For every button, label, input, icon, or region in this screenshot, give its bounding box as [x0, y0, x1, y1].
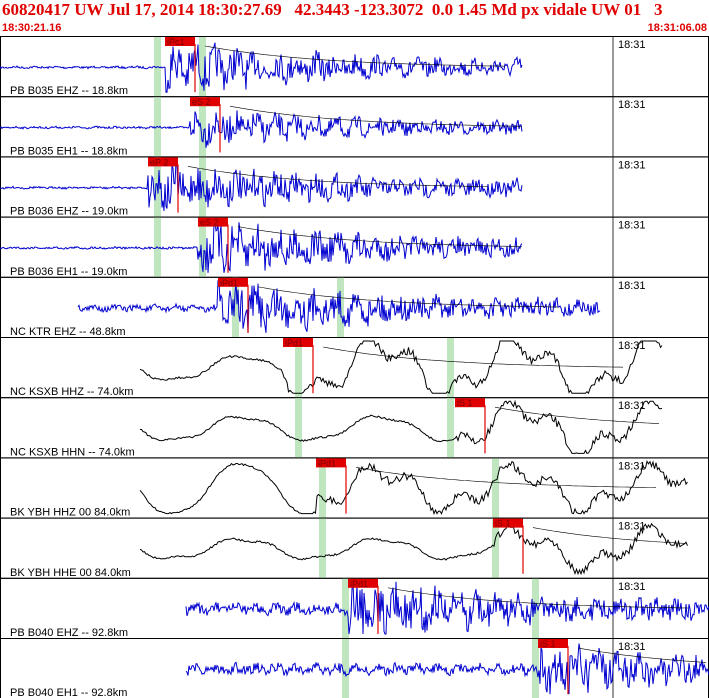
station-label: PB B040 EHZ -- 92.8km [10, 627, 128, 639]
phase-window [319, 518, 326, 578]
coda-curve [494, 406, 660, 424]
coda-curve [187, 166, 489, 187]
phase-window [492, 458, 499, 518]
phase-window [447, 398, 454, 458]
pick-flag[interactable] [316, 458, 346, 468]
time-label: 18:31 [618, 400, 646, 412]
waveform [0, 160, 523, 211]
waveform [185, 643, 709, 695]
station-label: PB B035 EH1 -- 18.8km [10, 145, 127, 157]
pick-label: iPd1 [220, 278, 238, 288]
pick-flag[interactable] [283, 338, 313, 347]
pick-flag[interactable] [165, 37, 195, 46]
trace-panel[interactable]: iPd1 NC KTR EHZ -- 48.8km 18:31 [0, 276, 709, 339]
coda-curve [229, 105, 523, 127]
pick-flag[interactable] [148, 157, 178, 167]
phase-window [199, 97, 206, 157]
waveform [185, 581, 709, 635]
trace-panel[interactable]: iS 1 NC KSXB HHN -- 74.0km 18:31 [0, 397, 709, 459]
trace-panel[interactable]: iS 1 BK YBH HHE 00 84.0km 18:31 [0, 517, 709, 579]
phase-window [447, 338, 454, 398]
phase-window [199, 157, 206, 217]
pick-label: eP 2 [150, 157, 168, 167]
start-time: 18:30:21.16 [2, 22, 62, 34]
trace-panel[interactable]: iPc1 PB B035 EHZ -- 18.8km 18:31 [0, 36, 709, 98]
trace-panel[interactable]: iS 1 PB B040 EH1 -- 92.8km 18:31 [0, 638, 709, 698]
station-label: PB B040 EH1 -- 92.8km [10, 687, 127, 698]
event-title: 60820417 UW Jul 17, 2014 18:30:27.69 42.… [2, 0, 663, 19]
coda-curve [237, 226, 522, 247]
pick-label: iPc1 [167, 37, 185, 47]
phase-window [492, 518, 499, 578]
phase-window [319, 458, 326, 518]
pick-label: iS 1 [457, 398, 473, 408]
coda-curve [355, 467, 657, 488]
station-label: PB B036 EH1 -- 19.0km [10, 266, 127, 278]
coda-curve [257, 286, 559, 308]
station-label: BK YBH HHE 00 84.0km [10, 567, 131, 579]
waveform [0, 110, 523, 148]
station-label: NC KSXB HHZ -- 74.0km [10, 386, 133, 398]
pick-flag[interactable] [348, 578, 378, 588]
time-label: 18:31 [618, 460, 646, 472]
pick-flag[interactable] [493, 518, 523, 528]
pick-label: iPd1 [318, 458, 336, 468]
station-label: PB B036 EHZ -- 19.0km [10, 206, 128, 218]
waveform [77, 280, 601, 334]
waveform [139, 460, 688, 516]
pick-flag[interactable] [198, 217, 228, 227]
coda-curve [204, 45, 506, 67]
time-label: 18:31 [618, 340, 646, 352]
station-label: NC KSXB HHN -- 74.0km [10, 446, 135, 458]
waveform [139, 340, 663, 395]
trace-panel[interactable]: iPd1 PB B040 EHZ -- 92.8km 18:31 [0, 577, 709, 639]
coda-curve [387, 587, 689, 609]
phase-window [295, 398, 302, 458]
coda-curve [532, 527, 686, 544]
pick-label: eS 2 [192, 97, 211, 107]
time-label: 18:31 [618, 581, 646, 593]
pick-flag[interactable] [218, 277, 248, 287]
phase-window [199, 217, 206, 277]
time-label: 18:31 [618, 280, 646, 292]
time-label: 18:31 [618, 521, 646, 533]
coda-curve [322, 346, 624, 368]
phase-window [232, 277, 239, 337]
pick-label: iPd1 [350, 579, 368, 589]
header: 60820417 UW Jul 17, 2014 18:30:27.69 42.… [0, 0, 709, 36]
seismogram-panel[interactable]: iPc1 PB B035 EHZ -- 18.8km 18:31 eS 2 PB B03… [0, 36, 709, 698]
phase-window [342, 578, 349, 638]
waveform [0, 220, 523, 273]
trace-panel[interactable]: eP 2 PB B036 EHZ -- 19.0km 18:31 [0, 156, 709, 218]
trace-panel[interactable]: eS 2 PB B036 EH1 -- 19.0km 18:31 [0, 216, 709, 278]
waveform [140, 399, 663, 454]
waveform [0, 42, 523, 93]
time-label: 18:31 [618, 159, 646, 171]
pick-flag[interactable] [190, 97, 220, 107]
time-label: 18:31 [618, 220, 646, 232]
pick-label: iPd1 [285, 338, 303, 348]
coda-curve [577, 647, 707, 663]
pick-label: iS 1 [495, 519, 511, 529]
station-label: PB B035 EHZ -- 18.8km [10, 85, 128, 97]
waveform [139, 522, 688, 576]
time-label: 18:31 [618, 99, 646, 111]
time-label: 18:31 [618, 39, 646, 51]
trace-panel[interactable]: iPd1 BK YBH HHZ 00 84.0km 18:31 [0, 457, 709, 519]
phase-window [199, 37, 206, 97]
station-label: NC KTR EHZ -- 48.8km [10, 326, 126, 338]
phase-window [295, 338, 302, 398]
pick-flag[interactable] [455, 398, 485, 408]
phase-window [342, 639, 349, 698]
pick-label: eS 2 [200, 218, 219, 228]
trace-panel[interactable]: eS 2 PB B035 EH1 -- 18.8km 18:31 [0, 96, 709, 158]
pick-flag[interactable] [538, 639, 568, 648]
trace-panel[interactable]: iPd1 NC KSXB HHZ -- 74.0km 18:31 [0, 337, 709, 399]
end-time: 18:31:06.08 [647, 22, 707, 34]
time-label: 18:31 [618, 641, 646, 653]
station-label: BK YBH HHZ 00 84.0km [10, 507, 130, 519]
pick-label: iS 1 [540, 639, 556, 649]
